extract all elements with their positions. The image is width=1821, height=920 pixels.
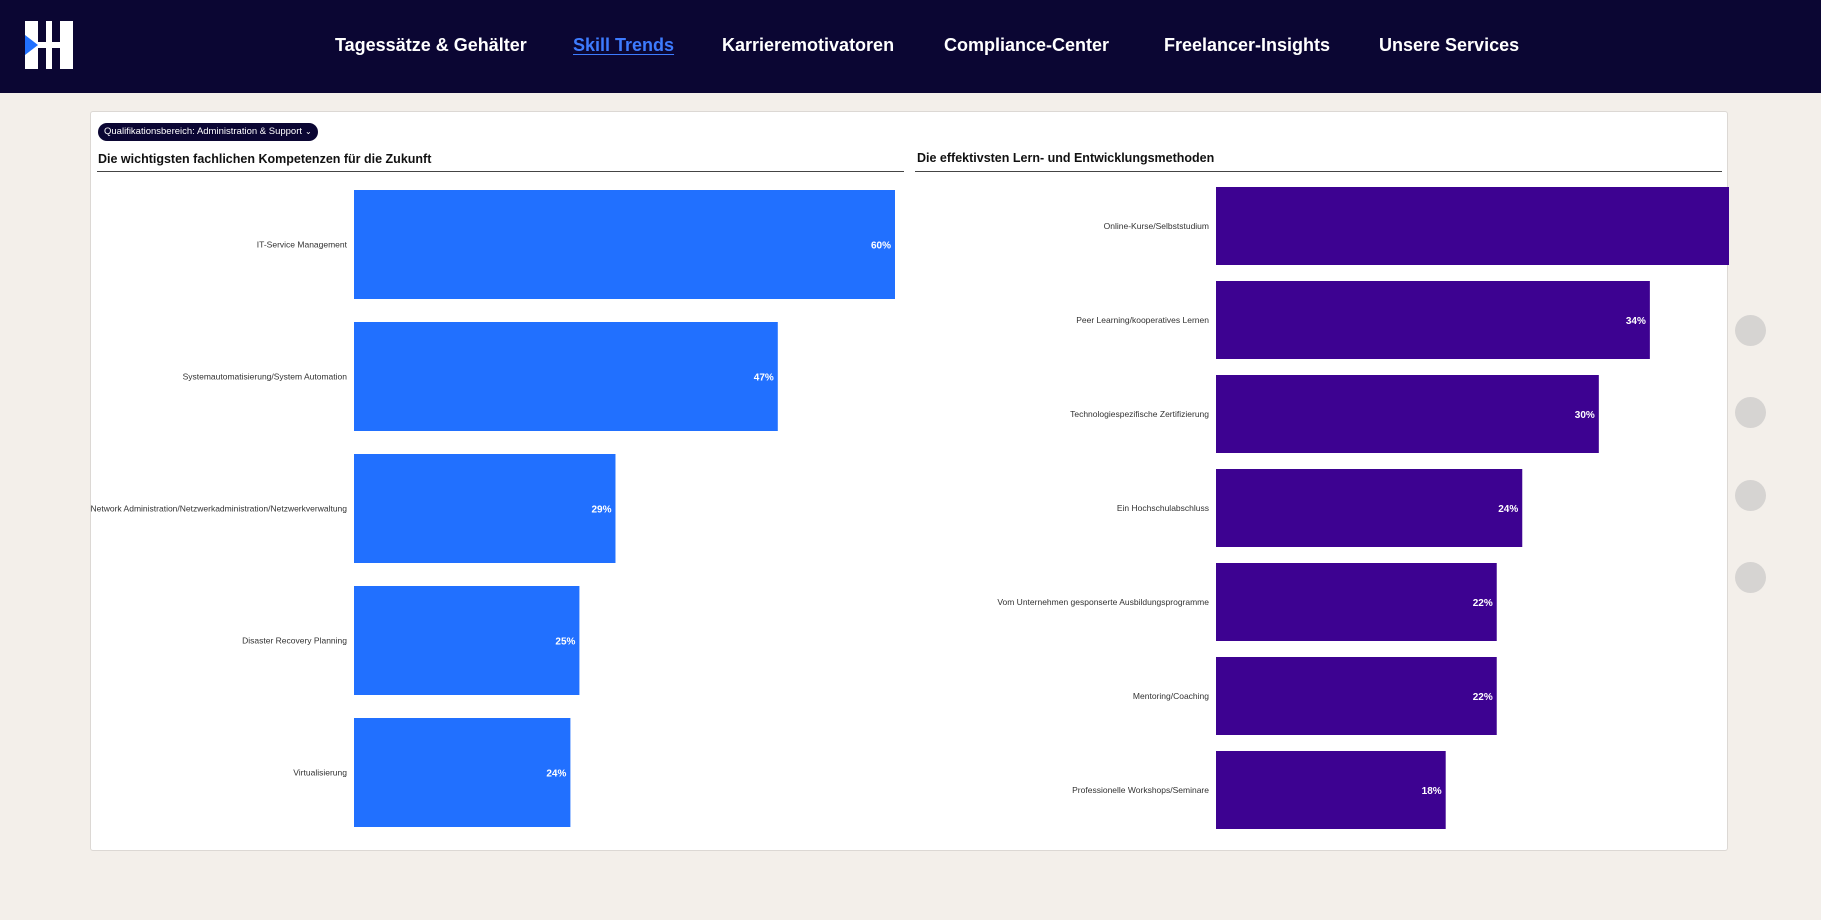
skills-value-label-3: 29% (591, 505, 611, 516)
nav-item-skill-trends[interactable]: Skill Trends (573, 35, 675, 55)
skills-category-label-3: Network Administration/Netzwerkadministr… (91, 504, 347, 514)
skills-chart-title: Die wichtigsten fachlichen Kompetenzen f… (98, 152, 432, 166)
nav-item-unsere-services[interactable]: Unsere Services (1379, 35, 1520, 55)
qualification-filter-dropdown[interactable]: Qualifikationsbereich: Administration & … (98, 123, 318, 141)
skills-chart-divider (97, 171, 904, 172)
methods-value-label-5: 22% (1473, 598, 1493, 609)
methods-category-label-7: Professionelle Workshops/Seminare (1072, 785, 1209, 795)
top-navigation-bar: Tagessätze & Gehälter Skill Trends Karri… (0, 0, 1821, 93)
section-nav-dot-2[interactable] (1735, 397, 1766, 428)
qualification-filter-label: Qualifikationsbereich: Administration & … (104, 126, 303, 137)
methods-chart-title: Die effektivsten Lern- und Entwicklungsm… (917, 151, 1215, 165)
skills-category-label-4: Disaster Recovery Planning (242, 636, 347, 646)
skills-bar-5[interactable] (354, 718, 571, 827)
chevron-down-icon: ⌄ (305, 127, 312, 136)
methods-value-label-4: 24% (1498, 504, 1518, 515)
methods-bar-4[interactable] (1216, 469, 1523, 547)
methods-bar-6[interactable] (1216, 657, 1497, 735)
main-nav: Tagessätze & Gehälter Skill Trends Karri… (0, 0, 1821, 93)
methods-bar-7[interactable] (1216, 751, 1446, 829)
section-nav-dot-1[interactable] (1735, 315, 1766, 346)
skills-value-label-5: 24% (546, 769, 566, 780)
nav-item-karrieremotivatoren[interactable]: Karrieremotivatoren (722, 35, 895, 55)
methods-category-label-2: Peer Learning/kooperatives Lernen (1076, 315, 1209, 325)
nav-item-compliance-center[interactable]: Compliance-Center (944, 35, 1110, 55)
methods-bar-2[interactable] (1216, 281, 1650, 359)
skills-category-label-5: Virtualisierung (293, 768, 347, 778)
methods-value-label-7: 18% (1422, 786, 1442, 797)
nav-item-tagessaetze[interactable]: Tagessätze & Gehälter (335, 35, 527, 55)
methods-bar-1[interactable] (1216, 187, 1729, 265)
section-nav-dot-4[interactable] (1735, 562, 1766, 593)
nav-item-freelancer-insights[interactable]: Freelancer-Insights (1164, 35, 1331, 55)
methods-bar-3[interactable] (1216, 375, 1599, 453)
section-nav-dot-3[interactable] (1735, 480, 1766, 511)
methods-value-label-6: 22% (1473, 692, 1493, 703)
skills-bar-4[interactable] (354, 586, 580, 695)
skills-value-label-1: 60% (871, 241, 891, 252)
skill-trends-panel: Qualifikationsbereich: Administration & … (90, 111, 1729, 851)
brand-logo[interactable] (25, 21, 73, 69)
skills-bar-3[interactable] (354, 454, 616, 563)
skills-value-label-4: 25% (555, 637, 575, 648)
skills-bar-1[interactable] (354, 190, 895, 299)
methods-bar-chart: Online-Kurse/Selbststudium46%Peer Learni… (997, 187, 1729, 829)
skills-category-label-1: IT-Service Management (257, 240, 348, 250)
skills-bar-chart: IT-Service Management 60% Systemautomatisi… (91, 190, 895, 827)
methods-category-label-4: Ein Hochschulabschluss (1117, 503, 1209, 513)
methods-chart-divider (915, 171, 1722, 172)
methods-bar-5[interactable] (1216, 563, 1497, 641)
skills-category-label-2: Systemautomatisierung/System Automation (183, 372, 348, 382)
methods-category-label-3: Technologiespezifische Zertifizierung (1070, 409, 1209, 419)
skills-value-label-2: 47% (754, 373, 774, 384)
methods-value-label-3: 30% (1575, 410, 1595, 421)
methods-category-label-5: Vom Unternehmen gesponserte Ausbildungsp… (997, 597, 1209, 607)
methods-category-label-1: Online-Kurse/Selbststudium (1104, 221, 1209, 231)
methods-value-label-2: 34% (1626, 316, 1646, 327)
methods-category-label-6: Mentoring/Coaching (1133, 691, 1209, 701)
skills-bar-2[interactable] (354, 322, 778, 431)
